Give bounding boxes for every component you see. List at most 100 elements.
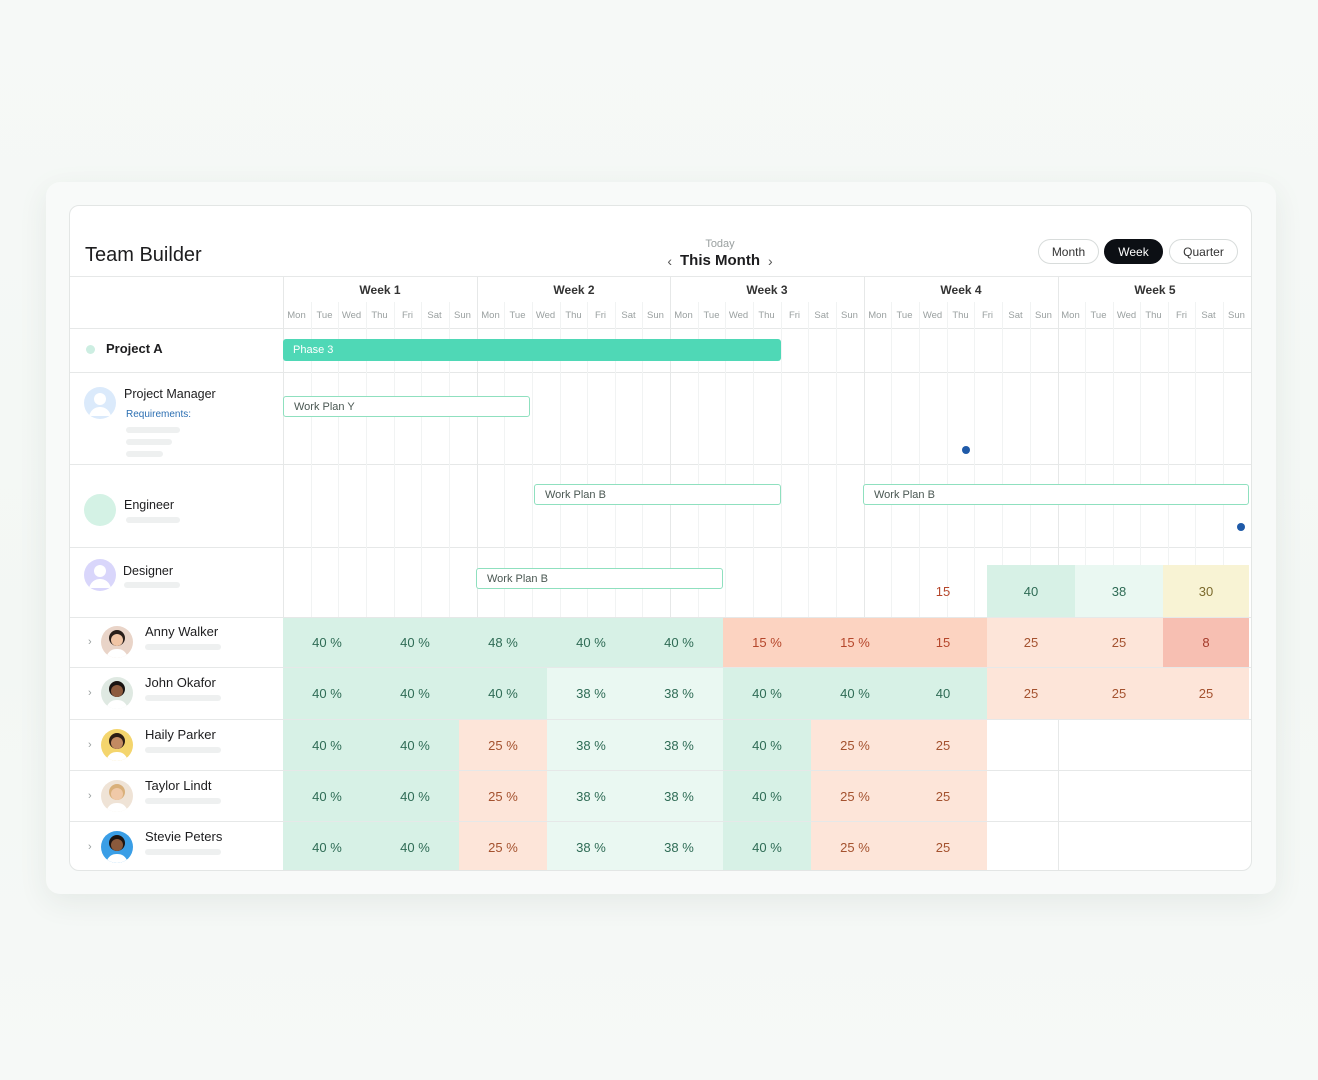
allocation-cell[interactable]: 40 %: [371, 720, 459, 770]
allocation-cell[interactable]: 40 %: [283, 618, 371, 667]
allocation-cell[interactable]: 25: [899, 822, 987, 870]
day-divider: [836, 302, 837, 617]
allocation-cell[interactable]: 40 %: [547, 618, 635, 667]
allocation-cell[interactable]: 40 %: [371, 822, 459, 870]
allocation-cell[interactable]: 40 %: [371, 771, 459, 821]
user-avatar-icon: [84, 559, 116, 591]
day-header: Tue: [509, 310, 526, 321]
day-divider: [919, 302, 920, 617]
day-divider: [753, 302, 754, 617]
view-toggle-month[interactable]: Month: [1038, 239, 1099, 264]
expand-chevron-icon[interactable]: ›: [88, 687, 92, 699]
allocation-cell[interactable]: 15: [899, 618, 987, 667]
allocation-cell[interactable]: 40: [899, 668, 987, 719]
allocation-cell[interactable]: 38 %: [547, 668, 635, 719]
week-divider: [864, 276, 865, 870]
allocation-cell[interactable]: 40 %: [371, 668, 459, 719]
allocation-cell[interactable]: 40 %: [283, 720, 371, 770]
allocation-cell[interactable]: 8: [1163, 618, 1249, 667]
allocation-cell[interactable]: 25 %: [811, 771, 899, 821]
allocation-cell[interactable]: 25: [899, 720, 987, 770]
work-plan-bar[interactable]: Work Plan Y: [283, 396, 530, 417]
allocation-cell[interactable]: 40 %: [723, 771, 811, 821]
allocation-cell[interactable]: 40 %: [635, 618, 723, 667]
phase-bar[interactable]: Phase 3: [283, 339, 781, 361]
person-name[interactable]: Anny Walker: [145, 624, 219, 639]
allocation-cell[interactable]: 40 %: [723, 822, 811, 870]
day-header: Tue: [896, 310, 913, 321]
day-divider: [311, 302, 312, 617]
divider: [70, 667, 1251, 668]
allocation-cell[interactable]: 38 %: [635, 822, 723, 870]
allocation-cell[interactable]: 38 %: [635, 668, 723, 719]
placeholder-line: [145, 695, 221, 701]
project-name[interactable]: Project A: [106, 341, 163, 356]
allocation-cell[interactable]: 48 %: [459, 618, 547, 667]
day-header: Sun: [1035, 310, 1052, 321]
requirements-label[interactable]: Requirements:: [126, 409, 192, 420]
capacity-cell[interactable]: 40: [987, 565, 1075, 617]
allocation-cell[interactable]: 25 %: [459, 822, 547, 870]
user-avatar-icon: [84, 387, 116, 419]
view-toggle-quarter[interactable]: Quarter: [1169, 239, 1238, 264]
capacity-cell[interactable]: 38: [1075, 565, 1163, 617]
day-divider: [781, 302, 782, 617]
allocation-cell[interactable]: 25: [1075, 618, 1163, 667]
day-divider: [587, 302, 588, 617]
expand-chevron-icon[interactable]: ›: [88, 636, 92, 648]
period-label: This Month: [680, 252, 760, 269]
day-header: Wed: [728, 310, 749, 321]
day-divider: [725, 302, 726, 617]
allocation-cell[interactable]: 25: [987, 668, 1075, 719]
allocation-cell[interactable]: 25: [899, 771, 987, 821]
day-divider: [366, 302, 367, 617]
allocation-cell[interactable]: 40 %: [283, 771, 371, 821]
person-name[interactable]: Haily Parker: [145, 726, 216, 742]
allocation-cell[interactable]: 25: [1075, 668, 1163, 719]
allocation-cell[interactable]: 40 %: [723, 668, 811, 719]
expand-chevron-icon[interactable]: ›: [88, 840, 92, 853]
chevron-left-icon[interactable]: ‹: [667, 252, 672, 269]
allocation-cell[interactable]: 25 %: [811, 822, 899, 870]
marker-dot: [962, 446, 970, 454]
allocation-cell[interactable]: 38 %: [547, 822, 635, 870]
view-toggle-week[interactable]: Week: [1104, 239, 1163, 264]
allocation-cell[interactable]: 15 %: [811, 618, 899, 667]
allocation-cell[interactable]: 40 %: [811, 668, 899, 719]
day-divider: [1168, 302, 1169, 617]
allocation-cell[interactable]: 38 %: [635, 771, 723, 821]
allocation-cell[interactable]: 25 %: [459, 771, 547, 821]
allocation-cell[interactable]: 40 %: [371, 618, 459, 667]
day-divider: [1223, 302, 1224, 617]
capacity-cell[interactable]: 30: [1163, 565, 1249, 617]
expand-chevron-icon[interactable]: ›: [88, 789, 92, 802]
person-name[interactable]: John Okafor: [145, 675, 216, 690]
day-divider: [642, 302, 643, 617]
today-link[interactable]: Today: [705, 238, 735, 250]
allocation-cell[interactable]: 38 %: [547, 771, 635, 821]
allocation-cell[interactable]: 25: [1163, 668, 1249, 719]
work-plan-bar[interactable]: Work Plan B: [863, 484, 1249, 505]
allocation-cell[interactable]: 40 %: [459, 668, 547, 719]
allocation-cell[interactable]: 40 %: [723, 720, 811, 770]
allocation-cell[interactable]: 40 %: [283, 822, 371, 870]
allocation-cell[interactable]: 40 %: [283, 668, 371, 719]
expand-chevron-icon[interactable]: ›: [88, 738, 92, 751]
week-header-3: Week 3: [746, 283, 788, 297]
allocation-cell[interactable]: 25: [987, 618, 1075, 667]
person-name[interactable]: Stevie Peters: [145, 828, 223, 844]
capacity-cell[interactable]: 15: [935, 583, 951, 599]
day-header: Mon: [868, 310, 887, 321]
allocation-cell[interactable]: 38 %: [635, 720, 723, 770]
day-header: Sat: [621, 310, 636, 321]
allocation-cell[interactable]: 15 %: [723, 618, 811, 667]
person-name[interactable]: Taylor Lindt: [145, 777, 212, 793]
divider: [70, 276, 1251, 277]
work-plan-bar[interactable]: Work Plan B: [534, 484, 781, 505]
allocation-cell[interactable]: 25 %: [811, 720, 899, 770]
work-plan-bar[interactable]: Work Plan B: [476, 568, 723, 589]
allocation-cell[interactable]: 38 %: [547, 720, 635, 770]
week-header-5: Week 5: [1134, 283, 1176, 297]
allocation-cell[interactable]: 25 %: [459, 720, 547, 770]
chevron-right-icon[interactable]: ›: [767, 252, 773, 269]
